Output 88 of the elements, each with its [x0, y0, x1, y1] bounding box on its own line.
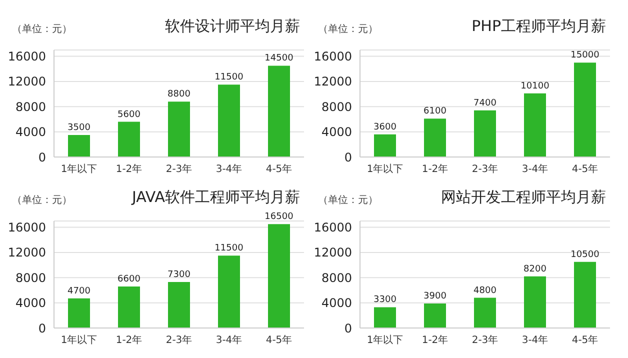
data-label: 4800 — [474, 286, 497, 296]
x-tick-label: 1-2年 — [422, 163, 448, 176]
y-tick-label: 0 — [344, 321, 352, 336]
bar — [168, 102, 190, 157]
bar — [474, 110, 496, 157]
bar — [218, 84, 240, 157]
y-tick-label: 16000 — [314, 50, 352, 64]
bar — [424, 303, 446, 328]
bar — [474, 298, 496, 328]
data-label: 10500 — [570, 250, 600, 260]
data-label: 3900 — [424, 291, 447, 302]
bar — [374, 134, 396, 157]
x-tick-label: 4-5年 — [572, 163, 598, 176]
x-tick-label: 1年以下 — [60, 163, 98, 176]
y-tick-label: 16000 — [8, 50, 46, 64]
bar — [424, 118, 446, 157]
x-tick-label: 1年以下 — [60, 334, 98, 346]
y-tick-label: 12000 — [314, 74, 352, 89]
bar — [118, 122, 140, 157]
x-tick-label: 1年以下 — [366, 163, 404, 176]
y-tick-label: 8000 — [15, 100, 46, 114]
bar — [268, 224, 290, 328]
bar — [218, 256, 240, 328]
data-label: 10100 — [520, 81, 550, 92]
y-tick-label: 0 — [38, 321, 46, 336]
x-tick-label: 2-3年 — [472, 334, 498, 346]
x-tick-label: 2-3年 — [472, 163, 498, 176]
y-axis-title: （单位：元） — [12, 194, 72, 207]
chart-title: 软件设计师平均月薪 — [165, 17, 300, 36]
bar — [574, 62, 596, 157]
bar — [574, 262, 596, 328]
chart-title: 网站开发工程师平均月薪 — [441, 188, 606, 207]
x-tick-label: 1-2年 — [116, 334, 142, 346]
bar — [68, 298, 90, 328]
chart-title: JAVA软件工程师平均月薪 — [132, 188, 300, 207]
y-tick-label: 0 — [344, 150, 352, 164]
bar — [524, 276, 546, 328]
bar — [118, 286, 140, 328]
y-tick-label: 4000 — [15, 125, 46, 140]
y-tick-label: 16000 — [8, 220, 46, 235]
data-label: 8200 — [524, 264, 547, 274]
data-label: 11500 — [214, 72, 244, 83]
y-tick-label: 0 — [38, 150, 46, 164]
x-tick-label: 3-4年 — [216, 334, 242, 346]
y-tick-label: 12000 — [314, 246, 352, 260]
data-label: 3600 — [374, 122, 397, 132]
data-label: 16500 — [264, 212, 294, 222]
data-label: 4700 — [68, 286, 91, 296]
x-tick-label: 3-4年 — [522, 163, 548, 176]
data-label: 7400 — [474, 98, 497, 108]
x-tick-label: 4-5年 — [266, 163, 292, 176]
data-label: 6600 — [118, 274, 141, 284]
x-tick-label: 1-2年 — [116, 163, 142, 176]
y-tick-label: 8000 — [15, 270, 46, 285]
x-tick-label: 3-4年 — [522, 334, 548, 346]
bar — [374, 307, 396, 328]
data-label: 3500 — [68, 122, 91, 133]
y-tick-label: 12000 — [8, 246, 46, 260]
x-tick-label: 4-5年 — [572, 334, 598, 346]
data-label: 6100 — [424, 106, 447, 117]
data-label: 3300 — [374, 295, 397, 306]
y-tick-label: 8000 — [321, 270, 352, 285]
x-tick-label: 3-4年 — [216, 163, 242, 176]
y-tick-label: 8000 — [321, 100, 352, 114]
y-tick-label: 16000 — [314, 220, 352, 235]
data-label: 11500 — [214, 244, 244, 254]
bar — [168, 282, 190, 328]
y-axis-title: （单位：元） — [318, 22, 378, 36]
y-tick-label: 12000 — [8, 74, 46, 89]
y-tick-label: 4000 — [15, 296, 46, 310]
data-label: 15000 — [570, 50, 600, 61]
y-tick-label: 4000 — [321, 296, 352, 310]
x-tick-label: 1-2年 — [422, 334, 448, 346]
data-label: 14500 — [264, 54, 294, 64]
bar — [68, 134, 90, 157]
y-axis-title: （单位：元） — [12, 22, 72, 36]
y-tick-label: 4000 — [321, 125, 352, 140]
data-label: 8800 — [168, 90, 191, 100]
x-tick-label: 1年以下 — [366, 334, 404, 346]
bar — [524, 93, 546, 157]
bar — [268, 66, 290, 157]
y-axis-title: （单位：元） — [318, 194, 378, 207]
chart-title: PHP工程师平均月薪 — [472, 17, 606, 36]
x-tick-label: 4-5年 — [266, 334, 292, 346]
x-tick-label: 2-3年 — [166, 334, 192, 346]
x-tick-label: 2-3年 — [166, 163, 192, 176]
data-label: 7300 — [168, 270, 191, 280]
data-label: 5600 — [118, 110, 141, 120]
